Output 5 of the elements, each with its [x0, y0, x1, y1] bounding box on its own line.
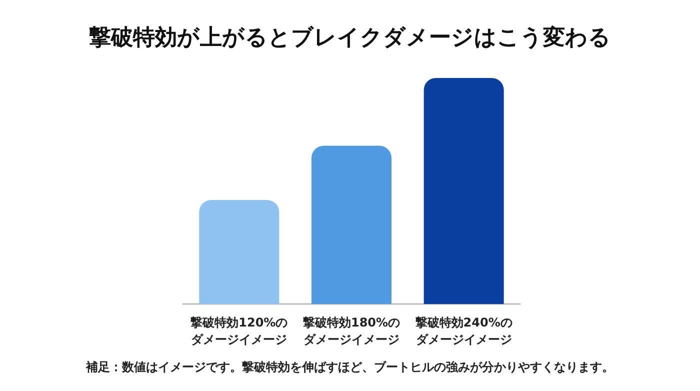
x-tick-label: 撃破特効120%のダメージイメージ: [190, 316, 288, 346]
text: 補足：数値はイメージです。撃破特効を伸ばすほど、ブートヒルの強みが分かりやすくなります。: [85, 360, 614, 374]
x-tick-label: 撃破特効180%のダメージイメージ: [302, 316, 400, 346]
x-tick-label: 撃破特効240%のダメージイメージ: [415, 316, 512, 346]
chart-title: 撃破特効が上がるとブレイクダメージはこう変わる: [89, 24, 611, 50]
